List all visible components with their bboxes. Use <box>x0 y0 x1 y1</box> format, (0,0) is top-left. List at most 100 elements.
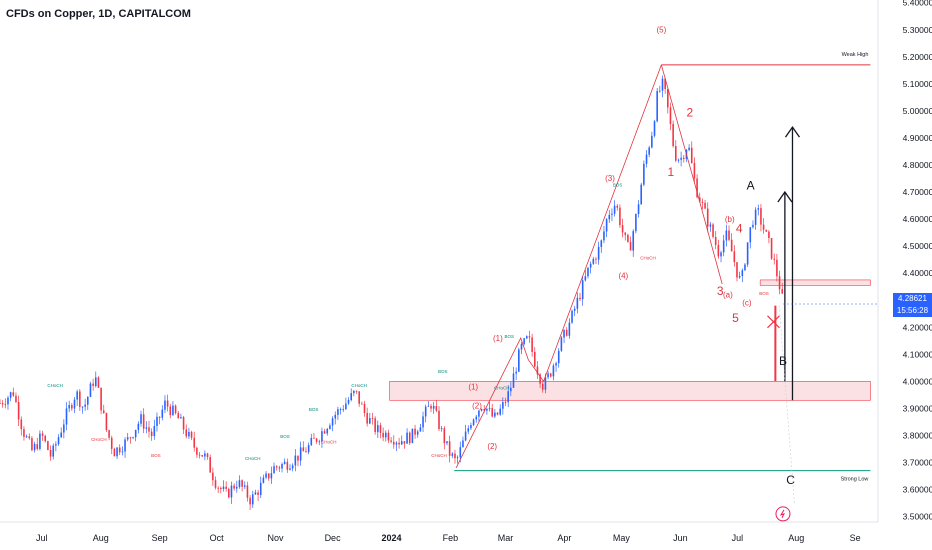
candle-body <box>531 337 533 352</box>
candle-body <box>345 403 347 410</box>
candle-body <box>762 224 765 230</box>
candle-body <box>222 486 225 490</box>
candle-body <box>169 406 172 416</box>
candle-body <box>353 390 355 394</box>
candle-body <box>275 466 278 468</box>
candle-body <box>408 432 411 444</box>
candle-body <box>557 350 560 364</box>
time-tick: Oct <box>210 533 225 543</box>
candle-body <box>579 297 581 300</box>
candle-body <box>307 445 310 453</box>
candle-body <box>643 163 645 185</box>
candle-body <box>470 425 472 429</box>
candle-body <box>749 227 752 243</box>
candle-body <box>185 429 188 437</box>
candle-body <box>446 441 448 444</box>
candle-body <box>382 432 384 438</box>
candle-body <box>555 363 557 366</box>
candle-body <box>44 435 47 442</box>
candle-body <box>249 497 251 505</box>
wave-label: (1) <box>468 382 478 391</box>
candle-body <box>438 410 440 430</box>
time-tick: Se <box>850 533 861 543</box>
candle-body <box>440 428 443 430</box>
candle-body <box>60 432 62 438</box>
candle-body <box>659 90 661 92</box>
candle-body <box>230 485 233 498</box>
wave-label: 1 <box>668 165 675 179</box>
candle-body <box>110 437 113 449</box>
candle-body <box>499 408 501 415</box>
candle-body <box>204 453 206 457</box>
candle-body <box>267 473 270 479</box>
candle-body <box>744 264 746 271</box>
candle-body <box>520 343 523 350</box>
structure-label: BOS <box>613 183 623 188</box>
candle-body <box>299 447 302 461</box>
wave-label: (3) <box>605 174 615 183</box>
candle-body <box>278 467 281 469</box>
candle-body <box>701 201 704 203</box>
candle-body <box>448 441 451 456</box>
price-tick: 5.30000 <box>903 25 932 35</box>
candle-body <box>730 239 733 252</box>
structure-label: BOS <box>151 453 161 458</box>
structure-label: CHoCH <box>351 383 367 388</box>
candle-body <box>424 406 427 417</box>
candle-body <box>698 197 701 202</box>
candle-body <box>25 436 28 438</box>
supply-zone-0 <box>389 381 871 401</box>
wave-label: (2) <box>472 401 482 410</box>
candle-body <box>156 416 158 427</box>
candle-body <box>560 337 563 351</box>
wave-line-1 <box>660 64 723 285</box>
supply-zone-1 <box>759 279 871 286</box>
candle-body <box>523 338 525 344</box>
candle-body <box>49 449 52 457</box>
corrective-label-b: B <box>779 354 787 368</box>
candle-body <box>677 159 680 161</box>
candle-body <box>347 400 350 404</box>
candle-body <box>640 184 643 205</box>
price-tick: 3.60000 <box>903 485 932 495</box>
candle-body <box>733 251 736 263</box>
candle-body <box>539 374 541 384</box>
candle-body <box>510 387 512 392</box>
candle-body <box>411 428 414 444</box>
weak-high-label: Weak High <box>842 52 869 58</box>
candle-body <box>709 224 712 227</box>
candle-body <box>0 402 1 404</box>
candle-body <box>533 351 536 367</box>
candle-body <box>92 383 94 387</box>
structure-label: CHoCH <box>245 456 261 461</box>
candle-body <box>600 240 603 247</box>
candle-body <box>398 442 400 445</box>
candle-body <box>377 425 379 433</box>
candle-body <box>366 412 368 424</box>
candle-body <box>632 231 635 251</box>
candle-body <box>310 437 313 446</box>
candle-body <box>148 427 150 432</box>
candle-body <box>459 447 462 458</box>
candle-body <box>15 395 17 402</box>
candle-body <box>28 436 31 439</box>
candle-body <box>754 209 757 225</box>
candle-body <box>313 437 315 439</box>
candle-body <box>611 213 613 215</box>
structure-label: CHoCH <box>431 453 447 458</box>
invalidation-x-icon <box>767 315 780 329</box>
price-tick: 5.00000 <box>903 106 932 116</box>
candle-body <box>736 262 738 278</box>
candle-body <box>259 482 262 495</box>
candle-body <box>478 410 480 417</box>
candle-body <box>100 387 102 411</box>
structure-label: CHoCH <box>640 256 656 261</box>
candle-body <box>180 417 182 419</box>
candle-body <box>390 440 392 442</box>
candle-body <box>302 447 305 452</box>
candle-body <box>174 405 177 414</box>
candle-body <box>33 444 36 451</box>
candle-body <box>273 466 275 474</box>
structure-label: BOS <box>438 369 448 374</box>
